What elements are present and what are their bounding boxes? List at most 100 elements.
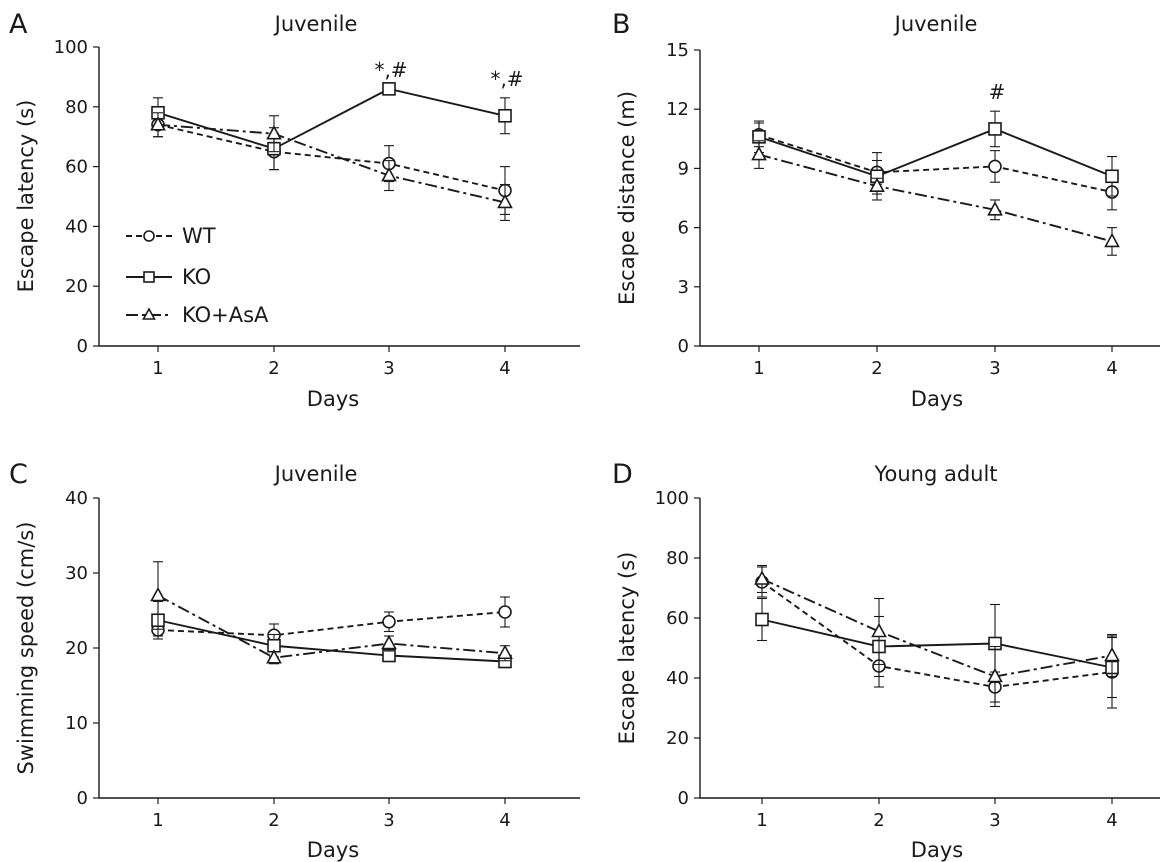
- panel-c-series-ko-asa-point: [266, 649, 282, 664]
- panel-c-series-wt-point: [498, 605, 512, 619]
- panel-b-series-ko-line: [758, 127, 1113, 178]
- panel-a-y-tick-label: 80: [65, 97, 88, 118]
- panel-d-series-wt-line: [761, 581, 1113, 688]
- panel-d-y-tick-label: 100: [655, 488, 689, 509]
- panel-c-series-ko-asa-line: [157, 594, 506, 659]
- panel-b-series-ko-asa-point: [987, 201, 1003, 216]
- panel-b-x-tick-label: 2: [871, 358, 882, 379]
- panel-b-series-ko-asa-point: [1104, 232, 1120, 248]
- panel-b-significance-annotation: #: [989, 80, 1006, 104]
- panel-a-y-tick-label: 100: [54, 37, 88, 58]
- panel-b-series-ko-asa: [751, 140, 1120, 256]
- panel-b: B Juvenile Days Escape distance (m) 0 3 6 9…: [612, 9, 1160, 411]
- panel-b-series-wt-line: [758, 133, 1113, 194]
- panel-d-series-ko-line: [761, 618, 1113, 669]
- panel-d-y-tick-label: 0: [678, 788, 689, 809]
- panel-d-x-tick-label: 2: [873, 810, 884, 831]
- panel-a-series-ko: [151, 82, 512, 171]
- panel-a-letter: A: [9, 9, 28, 40]
- panel-a-series-ko-asa-point: [150, 116, 166, 131]
- panel-d-plot-area: 0 20 40 60 80 100 1 2 3 4: [655, 488, 1160, 831]
- panel-d-y-tick-label: 20: [666, 728, 689, 749]
- panel-b-x-tick-label: 1: [753, 358, 764, 379]
- panel-a: A Juvenile Days Escape latency (s) 0 20 40…: [9, 9, 580, 411]
- legend-ko-square-marker: [143, 271, 155, 283]
- panel-c-y-tick-label: 40: [65, 488, 88, 509]
- panel-c-x-tick-label: 3: [383, 810, 394, 831]
- panel-c-series-ko-line: [157, 619, 506, 663]
- panel-d-y-tick-label: 40: [666, 668, 689, 689]
- panel-c-y-axis-label: Swimming speed (cm/s): [14, 522, 38, 775]
- panel-c-letter: C: [9, 459, 28, 490]
- panel-c-x-tick-label: 4: [499, 810, 510, 831]
- panel-d-title: Young adult: [873, 462, 997, 486]
- legend-entry-ko-asa: KO+AsA: [126, 303, 269, 327]
- panel-c-series-wt-line: [157, 611, 506, 637]
- panel-a-title: Juvenile: [273, 12, 358, 36]
- panel-b-y-tick-label: 15: [666, 40, 689, 61]
- panel-a-plot-area: 0 20 40 60 80 100 1 2 3 4 *,# *,#: [54, 37, 580, 379]
- panel-a-series-ko-asa-point: [266, 125, 282, 140]
- panel-a-series-ko-point: [498, 108, 512, 123]
- panel-d-x-tick-label: 1: [756, 810, 767, 831]
- panel-c-title: Juvenile: [273, 462, 358, 486]
- legend-ko-asa-label: KO+AsA: [182, 303, 269, 327]
- panel-d-letter: D: [612, 459, 633, 490]
- panel-c-series-ko-asa-point: [381, 634, 397, 650]
- panel-b-series-wt-point: [988, 159, 1002, 174]
- panel-d-series-ko-asa-point: [754, 570, 770, 585]
- legend-wt-label: WT: [182, 224, 216, 248]
- panel-c-series-ko-asa-point: [150, 586, 166, 602]
- panel-b-title: Juvenile: [893, 12, 978, 36]
- panel-a-x-tick-label: 4: [499, 358, 510, 379]
- legend: WT KO KO+AsA: [126, 224, 269, 327]
- panel-c-series-ko: [151, 600, 512, 669]
- panel-c-x-tick-label: 2: [268, 810, 279, 831]
- panel-d-series-ko-asa: [754, 564, 1120, 708]
- panel-d-y-tick-label: 80: [666, 548, 689, 569]
- panel-b-series-ko-asa-point: [751, 145, 767, 161]
- panel-d-series-ko-point: [755, 612, 769, 627]
- panel-d-series-ko: [755, 597, 1119, 699]
- panel-a-series-ko-asa: [150, 112, 513, 221]
- legend-ko-label: KO: [182, 265, 211, 289]
- panel-c-x-tick-label: 1: [152, 810, 163, 831]
- panel-b-series-wt: [752, 122, 1119, 211]
- panel-d-x-axis-label: Days: [911, 838, 963, 862]
- panel-b-series-ko-point: [988, 122, 1002, 136]
- panel-d-series-ko-asa-point: [871, 622, 887, 638]
- panel-c-series-wt-point: [382, 614, 396, 629]
- legend-wt-circle-marker: [143, 230, 155, 242]
- panel-a-y-tick-label: 40: [65, 216, 88, 237]
- panel-b-x-axis-label: Days: [911, 387, 963, 411]
- panel-d-series-ko-asa-point: [987, 667, 1003, 683]
- panel-b-series-ko-asa-point: [869, 177, 885, 192]
- panel-b-y-tick-label: 3: [678, 277, 689, 298]
- panel-a-x-axis-label: Days: [307, 387, 359, 411]
- legend-ko-asa-triangle-marker: [142, 307, 156, 320]
- panel-a-series-wt-line: [157, 123, 506, 192]
- panel-c-y-tick-label: 0: [77, 788, 88, 809]
- panel-c-y-tick-label: 30: [65, 563, 88, 584]
- panel-b-x-tick-label: 4: [1106, 358, 1117, 379]
- panel-a-y-tick-label: 0: [77, 336, 88, 357]
- panel-d-series-ko-asa-line: [761, 578, 1113, 678]
- panel-d-y-tick-label: 60: [666, 608, 689, 629]
- panel-a-y-axis-label: Escape latency (s): [14, 100, 38, 293]
- panel-a-significance-annotation: *,#: [374, 58, 407, 82]
- panel-c-series-ko-asa: [150, 561, 513, 665]
- panel-a-y-tick-label: 20: [65, 276, 88, 297]
- panel-a-significance-annotation: *,#: [490, 67, 523, 91]
- panel-b-y-axis-label: Escape distance (m): [615, 91, 639, 305]
- panel-c-x-axis-label: Days: [307, 838, 359, 862]
- legend-entry-wt: WT: [126, 224, 216, 248]
- panel-b-x-tick-label: 3: [989, 358, 1000, 379]
- panel-c-plot-area: 0 10 20 30 40 1 2 3 4: [65, 488, 580, 831]
- panel-b-y-tick-label: 0: [678, 336, 689, 357]
- panel-a-x-tick-label: 1: [152, 358, 163, 379]
- panel-c-y-tick-label: 20: [65, 638, 88, 659]
- panel-c-y-tick-label: 10: [65, 713, 88, 734]
- panel-b-y-tick-label: 9: [678, 158, 689, 179]
